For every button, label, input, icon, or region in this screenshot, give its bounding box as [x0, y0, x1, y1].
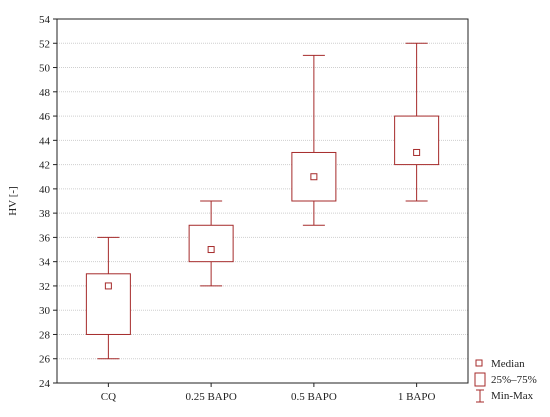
legend-median-swatch: [475, 359, 483, 367]
y-tick-label: 54: [39, 14, 51, 26]
x-tick-label: 1 BAPO: [398, 391, 436, 403]
legend-range-swatch: [476, 389, 484, 403]
y-tick-label: 24: [39, 378, 51, 390]
legend-iqr-swatch: [474, 372, 486, 387]
y-axis-label: HV [-]: [7, 186, 19, 215]
legend-range-label: Min-Max: [491, 390, 534, 402]
legend-median-label: Median: [491, 358, 525, 370]
box-iqr: [188, 224, 234, 263]
plot-frame: [56, 18, 469, 384]
y-tick-label: 52: [39, 38, 50, 50]
y-tick-label: 36: [39, 232, 51, 244]
y-tick-label: 46: [39, 111, 51, 123]
median-marker: [207, 246, 215, 254]
y-tick-label: 30: [39, 305, 51, 317]
x-tick-label: 0.25 BAPO: [185, 391, 236, 403]
y-tick-label: 38: [39, 208, 51, 220]
y-tick-label: 26: [39, 354, 51, 366]
y-tick-label: 28: [39, 329, 51, 341]
box-3: [291, 54, 337, 226]
y-tick-label: 50: [39, 63, 51, 75]
y-tick-label: 40: [39, 184, 51, 196]
median-marker: [310, 173, 318, 181]
box-iqr: [394, 115, 440, 166]
y-tick-label: 44: [39, 135, 51, 147]
box-1: [85, 236, 131, 360]
x-axis-ticks: CQ 0.25 BAPO 0.5 BAPO 1 BAPO: [101, 383, 436, 403]
y-axis-ticks: 24 26 28 30 32 34 36 38 40 42 44 46 48 50 52 54: [39, 14, 57, 390]
legend: Median 25%–75% Min-Max: [474, 358, 537, 403]
median-marker: [104, 282, 112, 290]
median-marker: [413, 148, 421, 156]
y-tick-label: 42: [39, 160, 50, 172]
box-4: [394, 42, 440, 202]
y-tick-label: 32: [39, 281, 50, 293]
box-2: [188, 200, 234, 287]
x-tick-label: 0.5 BAPO: [291, 391, 337, 403]
y-tick-label: 48: [39, 87, 51, 99]
box-plot-series: [85, 42, 440, 360]
y-tick-label: 34: [39, 257, 51, 269]
legend-iqr-label: 25%–75%: [491, 374, 537, 386]
x-tick-label: CQ: [101, 391, 116, 403]
